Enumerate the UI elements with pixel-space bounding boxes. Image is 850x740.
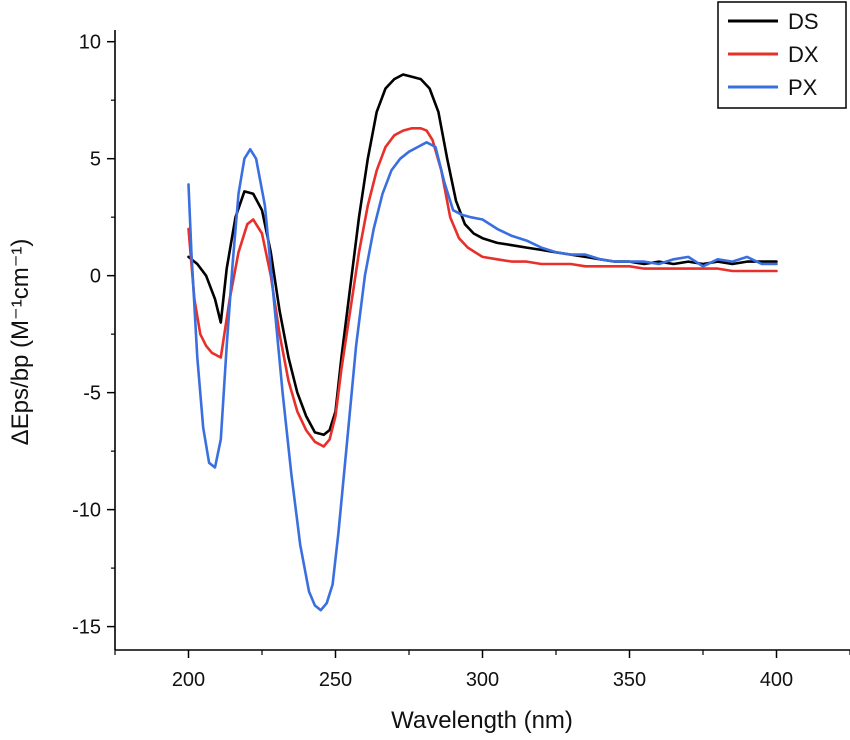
x-axis-title: Wavelength (nm) [391,707,573,734]
legend: DS DX PX [717,1,847,109]
axes [114,30,850,651]
x-tick-label: 400 [760,669,793,691]
y-axis-title: ΔEps/bp (M⁻¹cm⁻¹) [7,239,34,446]
ticks-layer: 10 5 0 -5 -10 -15 200 250 300 350 400 [72,32,850,691]
x-tick-label: 200 [172,669,205,691]
series-line-px [187,141,778,612]
y-tick-label: -10 [72,500,101,522]
y-tick-label: 5 [90,149,101,171]
x-tick-label: 300 [466,669,499,691]
y-tick-label: -5 [83,383,101,405]
series-layer [187,73,778,612]
y-tick-label: 0 [90,266,101,288]
x-tick-label: 350 [613,669,646,691]
series-line-ds [187,73,778,437]
legend-label-dx: DX [788,42,819,67]
y-tick-label: -15 [72,617,101,639]
x-tick-label: 250 [319,669,352,691]
series-line-dx [187,127,778,448]
legend-label-ds: DS [788,9,819,34]
legend-label-px: PX [788,75,818,100]
y-tick-label: 10 [79,32,101,54]
